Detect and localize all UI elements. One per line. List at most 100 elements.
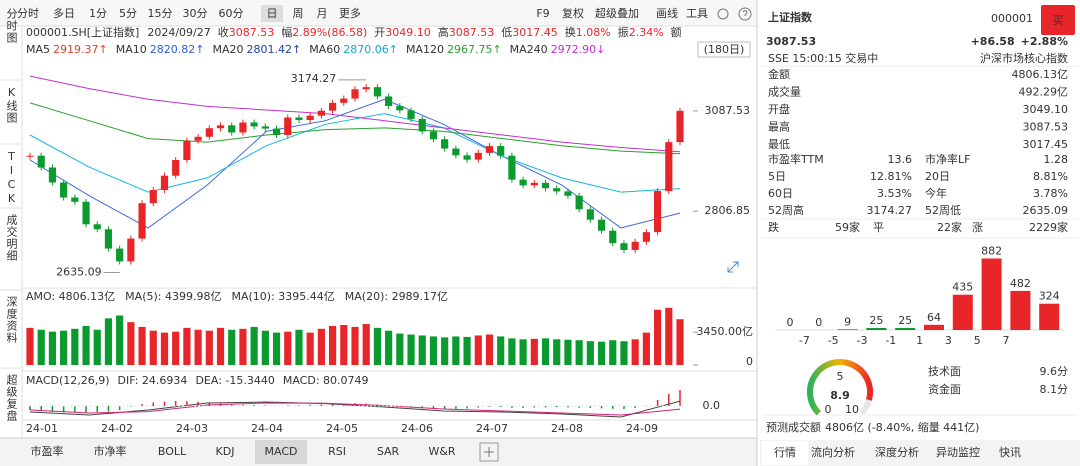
score-value: 8.1分 <box>1040 383 1069 396</box>
side-tab[interactable]: 分时图 <box>5 8 18 44</box>
y-tick-label: 3450.00亿 <box>697 325 754 338</box>
tool-button[interactable]: 复权 <box>562 6 584 20</box>
volume-bar <box>631 339 639 365</box>
right-tab[interactable]: 异动监控 <box>936 445 980 459</box>
volume-bar <box>485 334 494 365</box>
ma-label: MA120 <box>406 43 444 56</box>
field-label: 低 <box>501 26 512 39</box>
distribution-value: 324 <box>1039 290 1060 303</box>
volume-bar <box>541 338 550 365</box>
symbol: 000001.SH[上证指数] <box>26 25 139 39</box>
add-tab-button[interactable] <box>479 442 499 462</box>
ma-label: MA10 <box>116 43 147 56</box>
candle <box>597 219 606 231</box>
candle <box>362 87 370 90</box>
period-tab[interactable]: 15分 <box>148 7 173 20</box>
volume-bar <box>654 309 662 365</box>
right-tab[interactable]: 流向分析 <box>811 445 855 459</box>
distribution-x-label: -7 <box>799 334 810 347</box>
range-button-bg[interactable] <box>697 41 751 58</box>
stat-value: 8.81% <box>1033 170 1068 183</box>
period-tab[interactable]: 5分 <box>119 7 137 20</box>
distribution-value: 25 <box>898 314 912 327</box>
stat-value: 3017.45 <box>1023 138 1069 151</box>
x-tick-label: 24-07 <box>476 422 508 435</box>
gauge-arc <box>807 359 873 416</box>
bottom-tab[interactable]: SAR <box>377 445 400 458</box>
side-tab[interactable]: K线图 <box>5 86 18 124</box>
candle <box>541 182 550 189</box>
score-label: 资金面 <box>928 382 961 396</box>
bottom-tab[interactable]: BOLL <box>158 445 187 458</box>
period-tab[interactable]: 1分 <box>89 7 107 20</box>
volume-bar <box>93 329 101 365</box>
stat-label: 市盈率TTM <box>768 152 824 166</box>
bottom-tabs-bg <box>0 438 757 466</box>
distribution-x-label: 3 <box>945 334 952 347</box>
buy-button-bg[interactable] <box>1041 5 1075 35</box>
volume-bar <box>508 338 516 365</box>
candle <box>340 98 348 103</box>
index-tag[interactable]: 沪深市场核心指数 <box>980 51 1068 65</box>
bottom-tab[interactable]: 市净率 <box>94 444 127 458</box>
candle <box>676 110 684 143</box>
bottom-tab[interactable]: RSI <box>328 445 346 458</box>
x-tick-label: 24-09 <box>626 422 658 435</box>
period-tab[interactable]: 周 <box>293 7 304 20</box>
period-tab[interactable]: 60分 <box>219 7 244 20</box>
side-tab[interactable]: TICK <box>5 150 18 206</box>
bottom-tab[interactable]: 市盈率 <box>31 444 64 458</box>
side-tab[interactable]: 超级复盘 <box>5 373 18 422</box>
candle <box>228 125 236 133</box>
buy-button[interactable]: 买 <box>1053 14 1064 27</box>
macd-line <box>29 400 681 418</box>
candle <box>530 182 538 186</box>
x-tick-label: 24-08 <box>551 422 583 435</box>
ma-label: MA60 <box>309 43 340 56</box>
high-label: 3174.27 <box>291 72 337 85</box>
distribution-value: 25 <box>869 314 883 327</box>
candle <box>26 155 34 157</box>
right-tab[interactable]: 快讯 <box>999 446 1021 459</box>
candle <box>474 152 482 160</box>
forecast: 预测成交额 4806亿 (-8.40%, 缩量 441亿) <box>766 420 979 434</box>
field-label: 幅 <box>281 26 292 39</box>
stat-value: 2635.09 <box>1023 204 1069 217</box>
side-tab[interactable]: 成交明细 <box>5 214 18 262</box>
right-tab[interactable]: 行情 <box>774 446 796 459</box>
candle <box>620 243 628 250</box>
field-value: 3087.53 <box>229 26 275 39</box>
bottom-tab[interactable]: MACD <box>265 445 298 458</box>
index-code: 000001 <box>991 12 1033 25</box>
score-label: 技术面 <box>928 365 961 378</box>
period-tab[interactable]: 月 <box>317 7 328 20</box>
period-tab[interactable]: 多日 <box>53 6 75 20</box>
range-button[interactable]: (180日) <box>704 43 745 56</box>
distribution-bar <box>837 329 858 330</box>
zoom-icon[interactable] <box>727 261 739 273</box>
right-tab[interactable]: 深度分析 <box>875 445 919 459</box>
candle <box>519 179 527 186</box>
tool-button[interactable]: 画线 <box>656 6 678 20</box>
tab-selected-bg <box>762 441 808 465</box>
macd-line <box>29 402 681 416</box>
period-tab[interactable]: 日 <box>267 7 278 20</box>
volume-bar <box>127 322 135 365</box>
help-icon[interactable] <box>738 7 752 21</box>
period-tab[interactable]: 30分 <box>183 7 208 20</box>
tool-button[interactable]: 工具 <box>686 7 708 20</box>
tool-button[interactable]: 超级叠加 <box>595 6 639 20</box>
bottom-tab[interactable]: W&R <box>428 445 455 458</box>
period-selected-bg <box>261 5 283 22</box>
ma-value: 2919.37↑ <box>53 43 108 56</box>
period-tab[interactable]: 更多 <box>339 6 361 20</box>
bottom-tab[interactable]: KDJ <box>216 445 235 458</box>
candle <box>575 195 583 210</box>
settings-icon[interactable] <box>717 8 729 20</box>
tool-button[interactable]: F9 <box>536 7 549 20</box>
period-tab[interactable]: 分时 <box>17 7 39 20</box>
volume-bar <box>575 340 583 365</box>
status: SSE 15:00:15 交易中 <box>768 51 878 65</box>
candle <box>373 87 381 97</box>
side-tab[interactable]: 深度资料 <box>5 296 18 344</box>
